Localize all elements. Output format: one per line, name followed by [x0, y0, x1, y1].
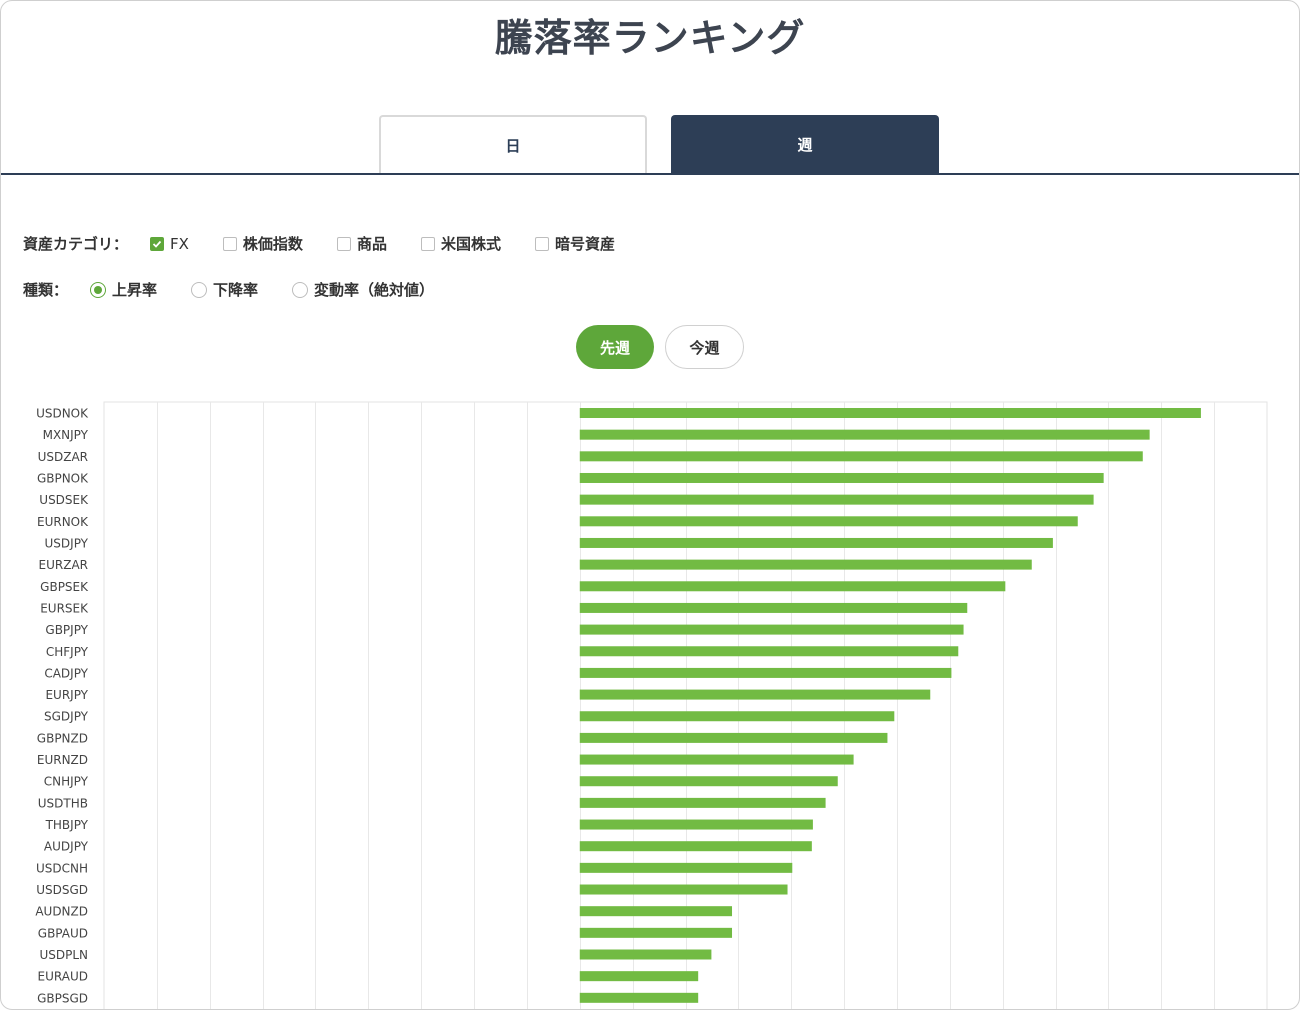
tab-day[interactable]: 日	[379, 115, 647, 173]
category-label-gbpsek: GBPSEK	[40, 580, 89, 594]
category-label-cadjpy: CADJPY	[44, 666, 88, 680]
bar-eurjpy	[579, 689, 931, 700]
bar-cadjpy	[579, 667, 952, 678]
bar-usdzar	[579, 451, 1143, 462]
type-label: 種類：	[23, 281, 69, 299]
type-label-fall: 下降率	[213, 281, 259, 299]
bar-usdcnh	[579, 862, 793, 873]
category-option-indices[interactable]: 株価指数	[222, 233, 303, 254]
bar-eurnzd	[579, 754, 854, 765]
bar-usdpln	[579, 949, 712, 960]
category-label-usdthb: USDTHB	[38, 796, 88, 810]
checkbox-icon[interactable]	[420, 236, 435, 251]
category-label-sgdjpy: SGDJPY	[44, 710, 89, 724]
category-label-usdcnh: USDCNH	[36, 861, 88, 875]
category-label-us-stocks: 米国株式	[440, 235, 501, 253]
bar-usdjpy	[579, 537, 1053, 548]
category-label-eurnok: EURNOK	[37, 515, 89, 529]
bar-usdsek	[579, 494, 1094, 505]
bar-gbpaud	[579, 927, 733, 938]
plot-border	[103, 401, 1268, 1009]
type-option-fall[interactable]: 下降率	[191, 279, 258, 300]
bar-audjpy	[579, 841, 812, 852]
category-label-audnzd: AUDNZD	[35, 905, 88, 919]
tab-week[interactable]: 週	[671, 115, 939, 173]
category-option-us-stocks[interactable]: 米国株式	[420, 233, 501, 254]
checkbox-icon[interactable]	[534, 236, 549, 251]
bar-chfjpy	[579, 646, 959, 657]
category-label-usdzar: USDZAR	[38, 450, 88, 464]
bar-gbpsgd	[579, 992, 699, 1003]
category-label-usdsgd: USDSGD	[36, 883, 88, 897]
last-week-button[interactable]: 先週	[576, 325, 654, 369]
category-label-eurzar: EURZAR	[39, 558, 88, 572]
bar-euraud	[579, 971, 699, 982]
bar-thbjpy	[579, 819, 813, 830]
radio-selected-icon[interactable]	[90, 281, 107, 298]
bar-sgdjpy	[579, 711, 895, 722]
category-label-fx: FX	[170, 234, 189, 253]
checkbox-checked-icon[interactable]	[150, 236, 165, 251]
category-label-eurjpy: EURJPY	[45, 688, 88, 702]
category-label-gbpaud: GBPAUD	[38, 926, 88, 940]
category-label-cnhjpy: CNHJPY	[44, 775, 89, 789]
bar-mxnjpy	[579, 429, 1150, 440]
category-label-usdsek: USDSEK	[39, 493, 89, 507]
bar-usdthb	[579, 797, 826, 808]
checkbox-icon[interactable]	[336, 236, 351, 251]
category-option-commodities[interactable]: 商品	[336, 233, 387, 254]
category-label-usdpln: USDPLN	[39, 948, 88, 962]
checkbox-icon[interactable]	[222, 236, 237, 251]
category-label-euraud: EURAUD	[38, 970, 88, 984]
bar-usdsgd	[579, 884, 788, 895]
category-label-indices: 株価指数	[242, 235, 303, 253]
category-label-audjpy: AUDJPY	[44, 840, 89, 854]
page-title: 騰落率ランキング	[494, 16, 806, 60]
category-label-gbpnok: GBPNOK	[37, 471, 89, 485]
category-label-gbpsgd: GBPSGD	[37, 991, 88, 1005]
category-label-eursek: EURSEK	[40, 601, 89, 615]
category-label-usdnok: USDNOK	[36, 407, 89, 421]
bar-usdnok	[579, 408, 1201, 418]
tab-underline	[1, 173, 1299, 175]
category-option-fx[interactable]: FX	[150, 235, 189, 253]
type-label-volatility: 変動率（絶対値）	[314, 281, 435, 299]
category-filter-row: 資産カテゴリ： FX 株価指数 商品 米国株式 暗号資産	[23, 233, 649, 254]
category-label: 資産カテゴリ：	[23, 235, 129, 253]
category-label-usdjpy: USDJPY	[45, 536, 89, 550]
type-option-rise[interactable]: 上昇率	[90, 279, 157, 300]
bar-gbpjpy	[579, 624, 964, 635]
category-label-gbpjpy: GBPJPY	[45, 623, 88, 637]
category-label-chfjpy: CHFJPY	[46, 645, 89, 659]
category-label-commodities: 商品	[356, 235, 387, 253]
bar-gbpnzd	[579, 732, 888, 743]
radio-icon[interactable]	[292, 281, 309, 298]
bar-gbpsek	[579, 581, 1006, 592]
bar-audnzd	[579, 906, 733, 917]
bar-eurzar	[579, 559, 1032, 570]
bar-eursek	[579, 602, 968, 613]
category-label-crypto: 暗号資産	[554, 235, 615, 253]
category-label-thbjpy: THBJPY	[45, 818, 89, 832]
bar-cnhjpy	[579, 776, 838, 787]
this-week-button[interactable]: 今週	[665, 325, 744, 369]
category-label-mxnjpy: MXNJPY	[43, 428, 89, 442]
bar-eurnok	[579, 516, 1078, 527]
bar-gbpnok	[579, 472, 1104, 483]
type-option-volatility[interactable]: 変動率（絶対値）	[292, 279, 434, 300]
type-filter-row: 種類： 上昇率 下降率 変動率（絶対値）	[23, 279, 468, 300]
radio-icon[interactable]	[191, 281, 208, 298]
type-label-rise: 上昇率	[112, 281, 158, 299]
category-label-gbpnzd: GBPNZD	[37, 731, 88, 745]
category-option-crypto[interactable]: 暗号資産	[534, 233, 615, 254]
category-label-eurnzd: EURNZD	[37, 753, 88, 767]
